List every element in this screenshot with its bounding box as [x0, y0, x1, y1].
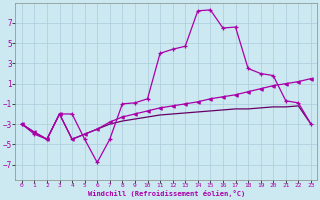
X-axis label: Windchill (Refroidissement éolien,°C): Windchill (Refroidissement éolien,°C) — [88, 190, 245, 197]
